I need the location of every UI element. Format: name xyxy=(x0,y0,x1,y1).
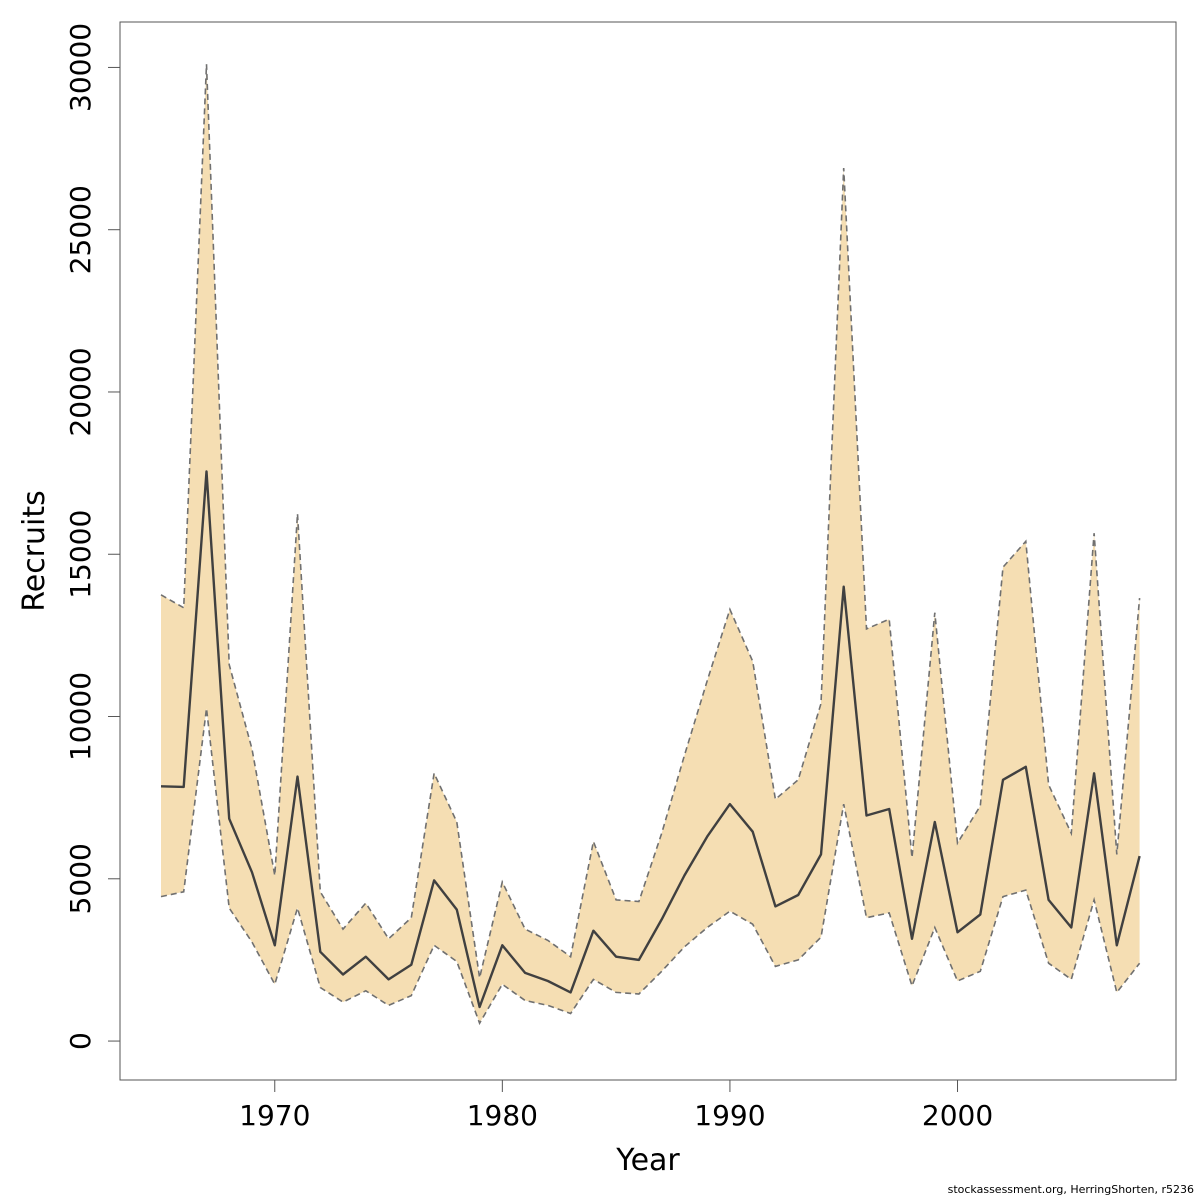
y-axis: 0 5000 10000 15000 20000 25000 30000 xyxy=(64,23,120,1050)
x-tick-label: 1990 xyxy=(694,1099,765,1132)
x-axis: 1970 1980 1990 2000 xyxy=(239,1080,993,1132)
y-tick-label: 30000 xyxy=(64,23,97,112)
x-tick-label: 2000 xyxy=(922,1099,993,1132)
x-tick-label: 1980 xyxy=(467,1099,538,1132)
lower-bound-line xyxy=(160,708,1141,1026)
upper-bound-line xyxy=(160,64,1141,978)
plot-frame xyxy=(119,21,1177,1081)
y-tick-label: 15000 xyxy=(64,510,97,599)
x-axis-title: Year xyxy=(615,1143,680,1178)
y-tick-label: 10000 xyxy=(64,672,97,761)
recruits-estimate-line xyxy=(160,470,1141,1009)
credit-text: stockassessment.org, HerringShorten, r52… xyxy=(947,1183,1194,1196)
y-tick-label: 25000 xyxy=(64,185,97,274)
y-axis-title: Recruits xyxy=(17,490,52,612)
y-tick-label: 5000 xyxy=(64,843,97,914)
x-tick-label: 1970 xyxy=(239,1099,310,1132)
y-tick-label: 20000 xyxy=(64,347,97,436)
y-tick-label: 0 xyxy=(64,1032,97,1050)
confidence-band xyxy=(161,64,1140,1024)
